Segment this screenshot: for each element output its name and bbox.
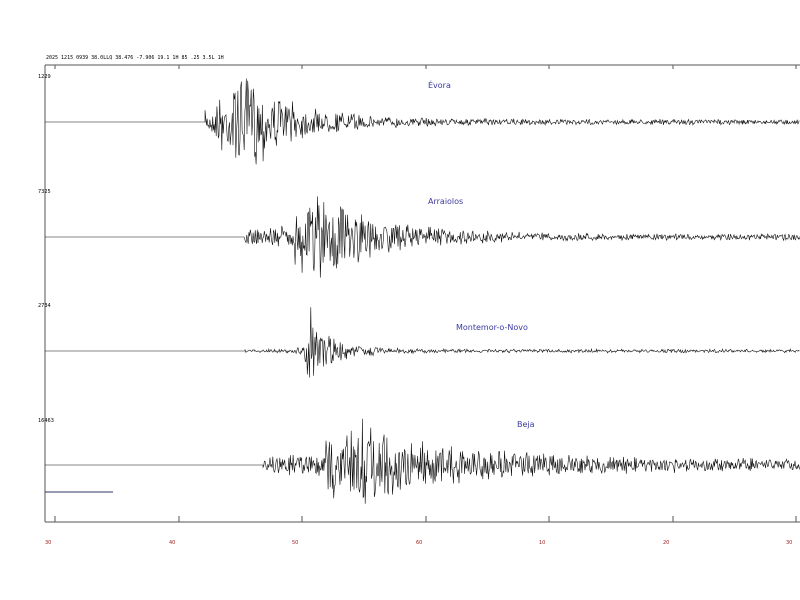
station-name: Arraiolos — [428, 197, 463, 206]
amplitude: 7325 — [38, 189, 51, 195]
time-label: 10 — [539, 540, 545, 546]
time-label: 50 — [292, 540, 298, 546]
time-label: 30 — [786, 540, 792, 546]
labels: Évora 1229 Arraiolos 7325 Montemor-o-Novo 273… — [38, 65, 797, 546]
time-label: 20 — [663, 540, 669, 546]
waveform — [45, 78, 800, 165]
waveform — [45, 307, 800, 378]
traces — [45, 78, 800, 504]
header: 2025 1215 0939 38.0LLQ 38.476 -7.906 19.… — [46, 55, 224, 61]
station-name: Beja — [517, 420, 535, 429]
time-label: 30 — [45, 540, 51, 546]
time-label: 60 — [416, 540, 422, 546]
amplitude: 2734 — [38, 303, 51, 309]
station-name: Montemor-o-Novo — [456, 323, 528, 332]
waveform — [45, 418, 800, 504]
station-name: Évora — [428, 79, 451, 90]
waveform — [45, 196, 800, 278]
amplitude: 1229 — [38, 74, 51, 80]
amplitude: 16463 — [38, 418, 54, 424]
time-label: 40 — [169, 540, 175, 546]
